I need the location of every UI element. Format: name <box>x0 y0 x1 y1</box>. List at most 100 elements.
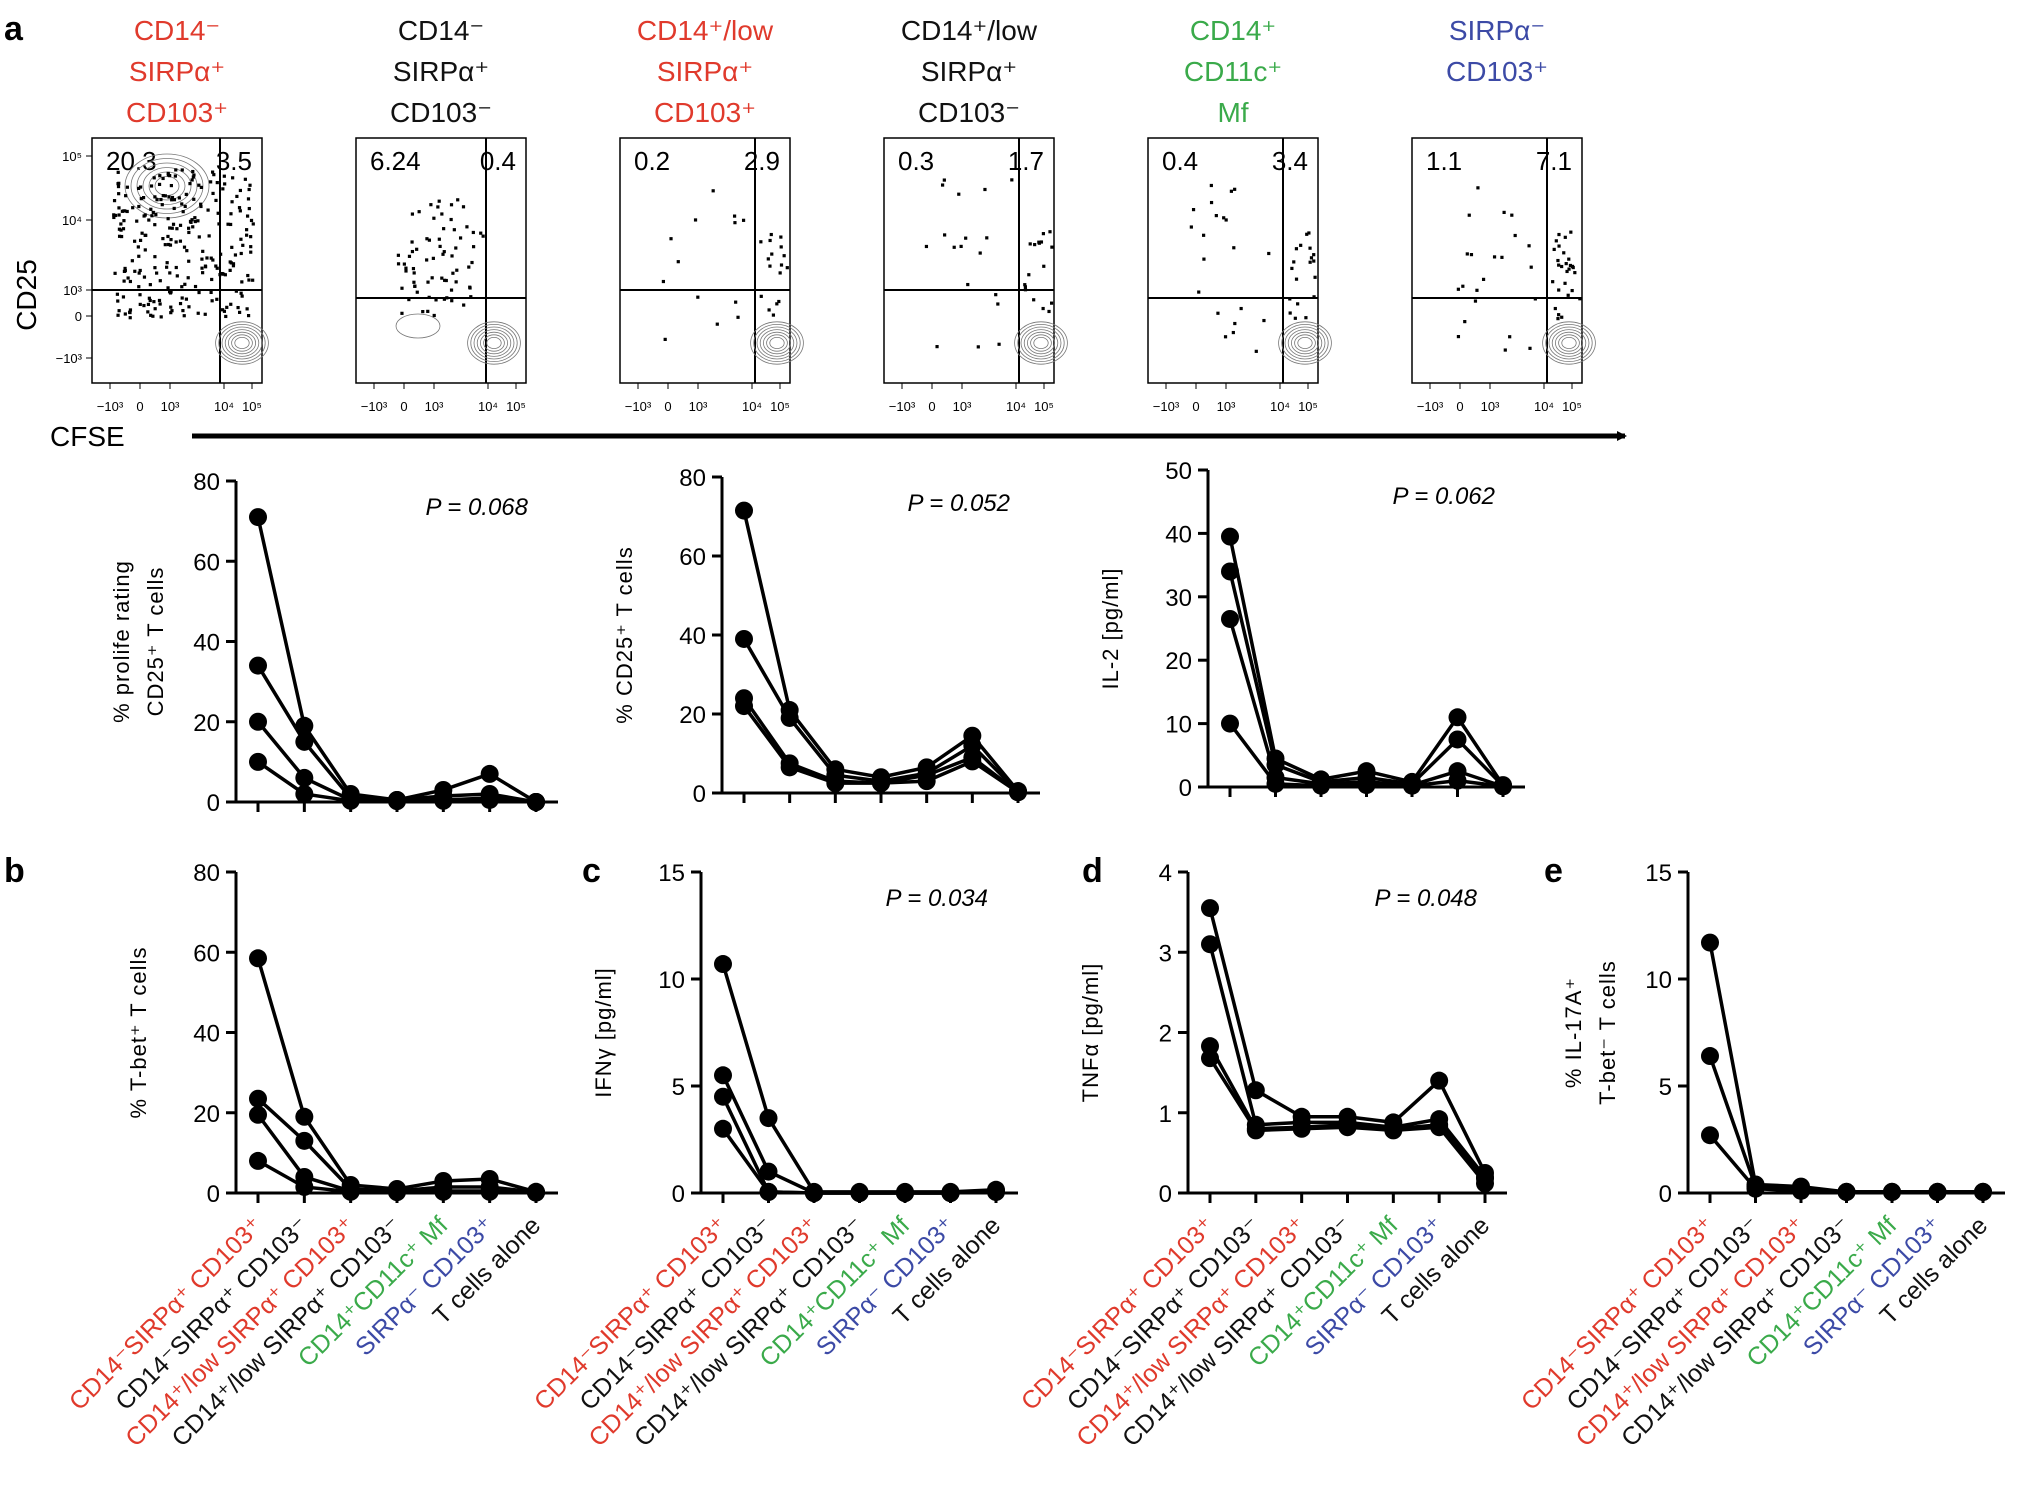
series-line-1 <box>256 516 537 804</box>
flow-event-dot <box>458 236 463 240</box>
flow-event-dot <box>237 206 242 210</box>
flow-event-dot <box>1292 260 1296 264</box>
flow-event-dot <box>1049 301 1054 305</box>
data-point <box>1246 1081 1265 1100</box>
flow-event-dot <box>180 202 184 206</box>
y-tick-label: 0 <box>207 790 220 817</box>
flow-event-dot <box>1573 271 1577 275</box>
flow-contour-ring <box>1297 336 1313 349</box>
data-point <box>735 501 753 520</box>
data-point <box>1246 1121 1265 1140</box>
flow-event-dot <box>239 291 243 295</box>
flow-contour-ring <box>756 326 798 360</box>
flow-event-dot <box>976 345 980 349</box>
y-tick-label: 20 <box>193 1101 220 1128</box>
flow-event-dot <box>138 268 142 273</box>
flow-event-dot <box>128 308 133 312</box>
flow-event-dot <box>158 174 162 178</box>
flow-event-dot <box>449 288 454 292</box>
flow-event-dot <box>443 278 447 282</box>
flow-event-dot <box>429 203 433 207</box>
flow-x-tick-label: 0 <box>136 399 143 414</box>
data-point <box>714 1066 732 1085</box>
flow-event-dot <box>417 210 421 214</box>
flow-contour-ring <box>215 321 269 365</box>
flow-event-dot <box>444 278 448 283</box>
flow-event-dot <box>183 204 187 209</box>
flow-event-dot <box>157 182 162 187</box>
data-point <box>249 949 267 968</box>
data-point <box>1430 1118 1449 1137</box>
flow-event-dot <box>116 184 121 189</box>
flow-right-value: 3.4 <box>1272 146 1308 176</box>
flow-event-dot <box>141 196 146 200</box>
flow-event-dot <box>1050 245 1054 249</box>
flow-event-dot <box>1475 288 1479 292</box>
flow-event-dot <box>736 315 740 319</box>
y-tick-label: 0 <box>207 1181 220 1208</box>
flow-event-dot <box>170 226 174 230</box>
flow-event-dot <box>715 322 719 326</box>
flow-event-dot <box>201 249 205 253</box>
flow-event-dot <box>169 183 173 188</box>
data-point <box>1448 771 1467 790</box>
flow-event-dot <box>169 311 173 315</box>
flow-event-dot <box>197 290 201 295</box>
flow-event-dot <box>203 312 207 316</box>
flow-header-line: SIRPα⁻ <box>1449 15 1545 46</box>
y-tick-label: 40 <box>679 623 706 650</box>
flow-event-dot <box>1037 241 1041 245</box>
flow-event-dot <box>238 209 242 213</box>
flow-event-dot <box>251 222 255 226</box>
data-point <box>1009 783 1027 802</box>
flow-event-dot <box>782 254 786 258</box>
flow-event-dot <box>170 309 174 313</box>
flow-event-dot <box>159 197 163 202</box>
flow-event-dot <box>410 212 415 216</box>
flow-event-dot <box>184 297 189 301</box>
flow-event-dot <box>741 218 746 222</box>
flow-event-dot <box>942 178 946 182</box>
flow-event-dot <box>661 279 666 284</box>
flow-event-dot <box>412 280 416 284</box>
flow-event-dot <box>116 182 120 186</box>
p-value-label: P = 0.052 <box>907 490 1010 517</box>
flow-event-dot <box>125 185 129 189</box>
flow-event-dot <box>217 222 221 226</box>
y-tick-label: 4 <box>1159 860 1172 887</box>
data-point <box>295 1107 314 1126</box>
y-axis-label: IL-2 [pg/ml] <box>1098 567 1123 689</box>
flow-header-line: SIRPα⁺ <box>393 56 489 87</box>
flow-event-dot <box>183 282 187 286</box>
flow-event-dot <box>1023 285 1027 289</box>
flow-event-dot <box>215 266 219 270</box>
y-axis-label: % CD25⁺ T cells <box>612 546 637 723</box>
flow-event-dot <box>396 253 400 257</box>
flow-event-dot <box>169 305 173 309</box>
flow-event-dot <box>209 290 213 295</box>
flow-event-dot <box>1042 264 1046 268</box>
flow-event-dot <box>167 242 171 247</box>
flow-event-dot <box>184 192 188 197</box>
flow-event-dot <box>432 313 436 318</box>
data-point <box>1837 1182 1856 1201</box>
flow-event-dot <box>467 265 471 269</box>
flow-event-dot <box>693 218 698 222</box>
flow-event-dot <box>1456 287 1460 291</box>
flow-plot-frame <box>355 137 527 384</box>
data-point <box>805 1184 823 1202</box>
flow-event-dot <box>174 265 178 270</box>
flow-event-dot <box>209 180 213 184</box>
data-point <box>1701 933 1719 952</box>
flow-event-dot <box>147 296 151 300</box>
y-tick-label: 5 <box>672 1074 685 1101</box>
flow-event-dot <box>139 197 143 201</box>
data-point <box>341 1182 360 1201</box>
flow-event-dot <box>215 180 219 185</box>
flow-event-dot <box>212 173 216 177</box>
flow-event-dot <box>193 284 198 289</box>
flow-x-tick-label: −10³ <box>1417 399 1444 414</box>
flow-contour-ring <box>231 334 253 352</box>
